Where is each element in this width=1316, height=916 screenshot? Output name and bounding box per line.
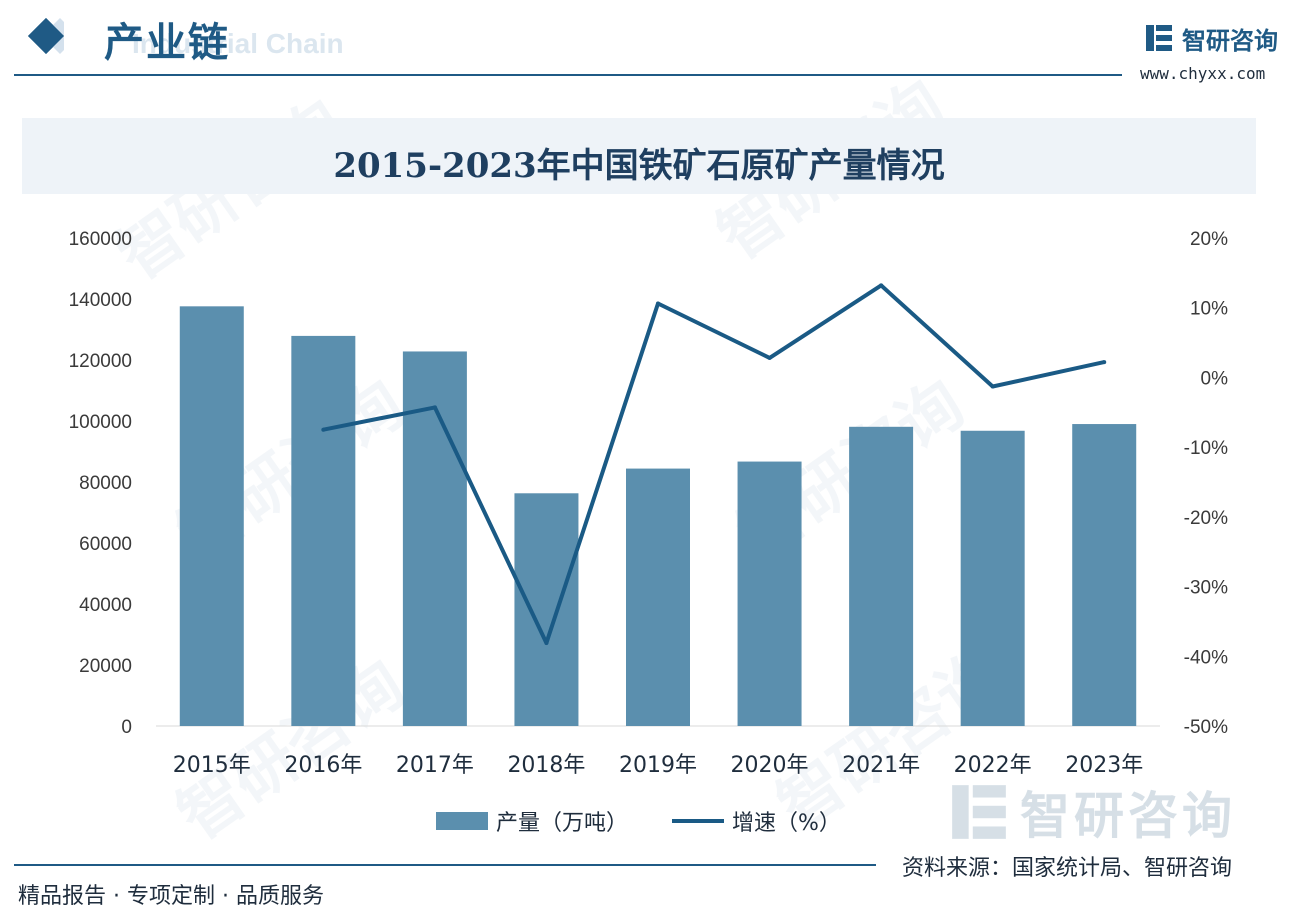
left-axis-tick-label: 80000 bbox=[79, 473, 132, 494]
brand-url[interactable]: www.chyxx.com bbox=[1140, 64, 1266, 83]
chart: 160000 140000 120000 100000 80000 60000 40000 2… bbox=[69, 229, 1229, 778]
bar bbox=[960, 430, 1025, 726]
bar bbox=[737, 461, 802, 726]
x-axis-tick-label: 2021年 bbox=[842, 753, 920, 778]
growth-point bbox=[990, 384, 995, 389]
right-axis-tick-label: -10% bbox=[1184, 438, 1228, 459]
chart-title-band: 2015-2023年中国铁矿石原矿产量情况 bbox=[22, 118, 1256, 194]
data-source: 资料来源：国家统计局、智研咨询 bbox=[902, 856, 1233, 881]
bar bbox=[849, 426, 914, 726]
growth-point bbox=[656, 301, 660, 306]
brand-name: 智研咨询 bbox=[1182, 26, 1278, 55]
x-axis-tick-label: 2016年 bbox=[284, 753, 362, 778]
brand-logo-icon bbox=[952, 785, 1006, 839]
diamond-icon bbox=[28, 18, 64, 54]
chart-legend: 产量（万吨） 增速（%） bbox=[436, 806, 885, 836]
growth-point bbox=[544, 641, 549, 646]
right-axis-tick-label: 0% bbox=[1201, 368, 1229, 389]
growth-point bbox=[321, 427, 326, 432]
growth-point bbox=[1102, 360, 1107, 365]
legend-bar-swatch bbox=[436, 812, 488, 830]
left-axis-tick-label: 160000 bbox=[69, 229, 132, 250]
bar bbox=[179, 306, 244, 726]
left-axis-tick-label: 0 bbox=[121, 717, 132, 738]
bar bbox=[402, 351, 467, 726]
legend-line-swatch bbox=[672, 819, 725, 823]
right-axis-tick-label: -20% bbox=[1184, 508, 1228, 529]
legend-item-bar: 产量（万吨） bbox=[436, 805, 628, 837]
bar bbox=[291, 335, 356, 726]
page-header: Industrial Chain 产业链 智研咨询 www.chyxx.com bbox=[0, 0, 1316, 92]
legend-label: 增速（%） bbox=[732, 811, 841, 836]
footer-tagline: 精品报告 · 专项定制 · 品质服务 bbox=[18, 884, 324, 909]
footer-rule bbox=[14, 864, 876, 866]
growth-point bbox=[432, 405, 437, 410]
right-axis-tick-label: -40% bbox=[1184, 647, 1228, 668]
bar bbox=[1072, 424, 1137, 726]
left-axis-tick-label: 60000 bbox=[79, 534, 132, 555]
x-axis-tick-label: 2020年 bbox=[731, 753, 809, 778]
x-axis-tick-label: 2022年 bbox=[954, 753, 1032, 778]
section-title: 产业链 bbox=[104, 20, 230, 66]
left-axis-tick-label: 120000 bbox=[69, 351, 132, 372]
watermark-brand-name: 智研咨询 bbox=[1020, 787, 1236, 845]
left-axis-tick-label: 140000 bbox=[69, 290, 132, 311]
left-axis-tick-label: 40000 bbox=[79, 595, 132, 616]
legend-label: 产量（万吨） bbox=[496, 811, 629, 836]
left-axis-tick-label: 20000 bbox=[79, 656, 132, 677]
header-rule bbox=[14, 74, 1122, 76]
brand: 智研咨询 bbox=[1144, 20, 1278, 56]
growth-line bbox=[322, 283, 1105, 645]
right-axis-tick-label: 20% bbox=[1190, 229, 1228, 250]
right-axis-tick-label: -30% bbox=[1184, 578, 1228, 599]
bar bbox=[626, 468, 690, 726]
x-axis-tick-label: 2017年 bbox=[396, 753, 474, 778]
chart-title: 2015-2023年中国铁矿石原矿产量情况 bbox=[333, 146, 945, 186]
x-axis-tick-label: 2015年 bbox=[173, 753, 251, 778]
footer-watermark: 智研咨询 bbox=[948, 776, 1236, 848]
right-axis-tick-label: -50% bbox=[1184, 717, 1228, 738]
x-axis-tick-label: 2023年 bbox=[1065, 753, 1143, 778]
bar bbox=[514, 493, 579, 726]
right-axis-tick-label: 10% bbox=[1190, 299, 1228, 320]
growth-point bbox=[879, 283, 884, 288]
x-axis-tick-label: 2019年 bbox=[619, 753, 697, 778]
left-axis-tick-label: 100000 bbox=[69, 412, 132, 433]
brand-logo-icon bbox=[1146, 25, 1172, 51]
section-subtitle: Industrial Chain bbox=[132, 28, 344, 59]
legend-item-line: 增速（%） bbox=[672, 805, 841, 837]
growth-point bbox=[767, 355, 772, 360]
x-axis-tick-label: 2018年 bbox=[507, 753, 585, 778]
